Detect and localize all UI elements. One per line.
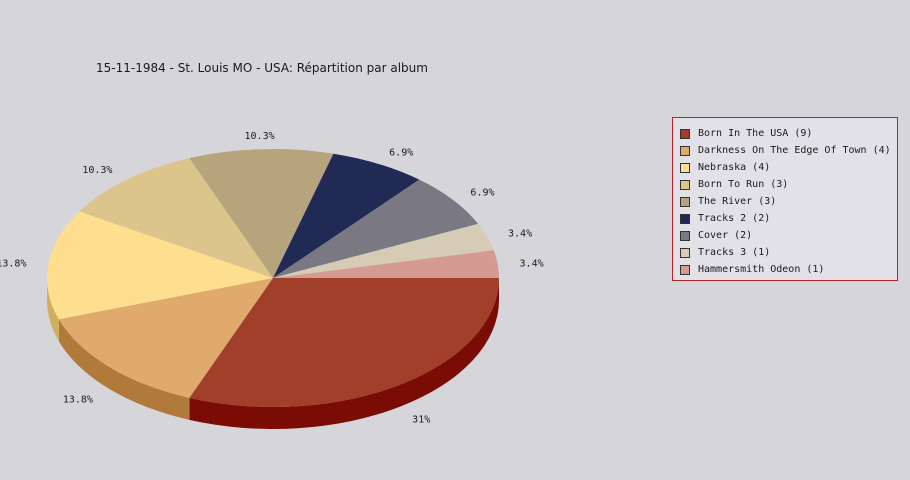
pie-slice-side <box>189 278 500 429</box>
legend-label: Nebraska (4) <box>698 162 771 173</box>
legend-item: Cover (2) <box>680 227 897 244</box>
pie-slice <box>273 223 494 278</box>
pie-slice-side <box>47 278 59 342</box>
legend-label: Born To Run (3) <box>698 179 789 190</box>
legend-label: Tracks 2 (2) <box>698 213 771 224</box>
pie-slice <box>273 153 420 278</box>
pie-slice <box>58 278 273 398</box>
legend-item: Tracks 3 (1) <box>680 244 897 261</box>
legend-label: Hammersmith Odeon (1) <box>698 264 825 275</box>
percent-label: 3.4% <box>508 228 532 239</box>
legend-label: Cover (2) <box>698 230 753 241</box>
legend-swatch <box>680 145 690 156</box>
pie-slice <box>273 250 499 278</box>
legend-swatch <box>680 162 690 173</box>
legend-item: Hammersmith Odeon (1) <box>680 261 897 278</box>
legend-label: Tracks 3 (1) <box>698 247 771 258</box>
legend-swatch <box>680 128 690 139</box>
percent-label: 6.9% <box>470 187 494 198</box>
legend-label: The River (3) <box>698 196 777 207</box>
legend-item: Born To Run (3) <box>680 176 897 193</box>
legend: Born In The USA (9) Darkness On The Edge… <box>672 117 898 281</box>
legend-label: Born In The USA (9) <box>698 128 813 139</box>
legend-swatch <box>680 264 690 275</box>
pie-slice <box>189 149 334 278</box>
legend-swatch <box>680 247 690 258</box>
legend-item: The River (3) <box>680 193 897 210</box>
percent-label: 3.4% <box>520 259 544 270</box>
legend-swatch <box>680 196 690 207</box>
legend-swatch <box>680 230 690 241</box>
pie-slice <box>79 158 273 278</box>
percent-label: 13.8% <box>63 394 93 405</box>
legend-item: Darkness On The Edge Of Town (4) <box>680 142 897 159</box>
pie-slice-side <box>58 319 190 420</box>
pie-slice <box>273 179 479 278</box>
legend-item: Nebraska (4) <box>680 159 897 176</box>
percent-label: 6.9% <box>389 148 413 159</box>
legend-swatch <box>680 179 690 190</box>
percent-label: 10.3% <box>82 165 112 176</box>
pie-slice <box>46 211 273 320</box>
pie-slice <box>189 278 500 407</box>
legend-label: Darkness On The Edge Of Town (4) <box>698 145 891 156</box>
percent-label: 31% <box>412 414 430 425</box>
percent-label: 10.3% <box>245 131 275 142</box>
percent-label: 13.8% <box>0 259 26 270</box>
chart-title: 15-11-1984 - St. Louis MO - USA: Réparti… <box>96 61 428 75</box>
legend-item: Tracks 2 (2) <box>680 210 897 227</box>
legend-item: Born In The USA (9) <box>680 125 897 142</box>
legend-swatch <box>680 213 690 224</box>
